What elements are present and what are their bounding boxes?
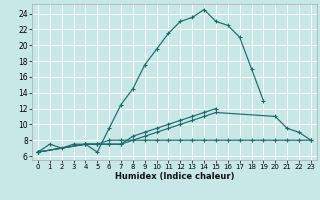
X-axis label: Humidex (Indice chaleur): Humidex (Indice chaleur) — [115, 172, 234, 181]
